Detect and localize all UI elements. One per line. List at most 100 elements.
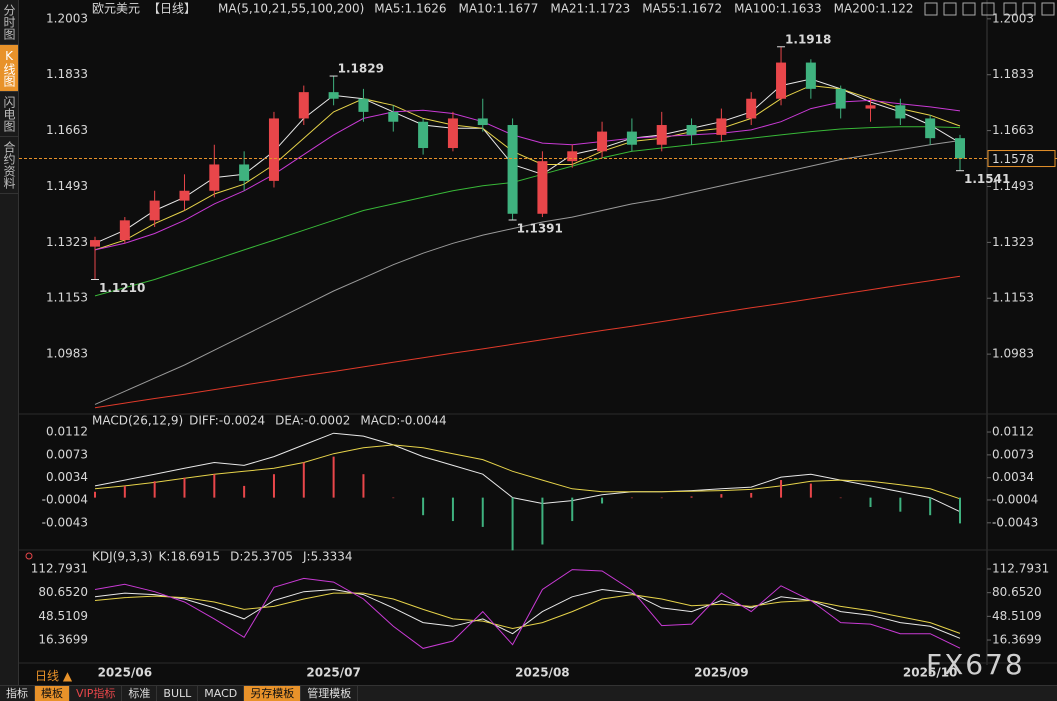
bottom-tab[interactable]: BULL <box>157 686 199 701</box>
icon[interactable] <box>1041 2 1055 16</box>
macd-bar <box>213 474 216 498</box>
y-tick-label: -0.0043 <box>42 515 88 529</box>
candle-body <box>656 125 667 145</box>
icon[interactable] <box>1022 2 1036 16</box>
macd-bar <box>123 485 126 498</box>
bottom-tab[interactable]: 模板 <box>35 686 70 701</box>
y-tick-label: 1.1323 <box>992 235 1034 249</box>
candle-body <box>298 92 309 119</box>
icon[interactable] <box>1003 2 1017 16</box>
indicator-line <box>94 275 961 409</box>
indicator-line <box>94 140 961 405</box>
macd-bar <box>750 492 753 498</box>
y-tick-label: 112.7931 <box>992 561 1049 575</box>
sidebar-tab[interactable]: K线图 <box>0 45 18 92</box>
macd-bar <box>392 497 395 499</box>
macd-bar <box>302 462 305 498</box>
legend-label: MACD(26,12,9) <box>92 414 183 428</box>
macd-bar <box>571 497 574 522</box>
legend-label: MA55:1.1672 <box>642 2 722 16</box>
macd-bar <box>332 456 335 498</box>
legend-label: K:18.6915 <box>159 550 221 564</box>
candle-body <box>895 105 906 119</box>
y-tick-label: 1.0983 <box>992 347 1034 361</box>
legend-label: MA21:1.1723 <box>550 2 630 16</box>
indicator-line <box>94 99 961 251</box>
candle-body <box>865 105 876 109</box>
legend-label: DEA:-0.0002 <box>275 414 350 428</box>
y-tick-label: 1.2003 <box>46 11 88 25</box>
macd-bar <box>959 497 961 524</box>
candle-body <box>477 118 488 126</box>
icon[interactable] <box>962 2 976 16</box>
sidebar-tab[interactable]: 闪电图 <box>0 92 18 137</box>
macd-bar <box>720 494 723 498</box>
annotation-label: 1.1918 <box>785 32 831 46</box>
last-price-label: 1.1578 <box>992 152 1034 166</box>
macd-bar <box>94 491 96 498</box>
sidebar-tab[interactable]: 合约资料 <box>0 137 18 194</box>
indicator-line <box>94 569 961 649</box>
candle-body <box>925 118 936 139</box>
kdj-icon[interactable] <box>25 552 33 560</box>
legend-label: DIFF:-0.0024 <box>189 414 265 428</box>
annotation-label: 1.1829 <box>338 62 384 76</box>
icon[interactable] <box>981 2 995 16</box>
bottom-bar: 指标 模板 VIP指标 标准 BULL MACD 另存模板 管理模板 <box>0 685 1057 701</box>
candle-body <box>537 161 548 214</box>
legend-label: MACD:-0.0044 <box>360 414 446 428</box>
y-tick-label: 1.1153 <box>992 291 1034 305</box>
sidebar-tab[interactable]: 分时图 <box>0 0 18 45</box>
bottom-tab[interactable]: 指标 <box>0 686 35 701</box>
legend-label: J:5.3334 <box>302 550 353 564</box>
annotation-label: 1.1391 <box>517 222 563 236</box>
macd-bar <box>929 497 932 516</box>
macd-bar <box>809 483 812 498</box>
y-tick-label: 0.0073 <box>992 447 1034 461</box>
bottom-tab[interactable]: 另存模板 <box>244 686 302 701</box>
y-tick-label: -0.0004 <box>42 492 88 506</box>
candle-body <box>835 88 846 109</box>
macd-bar <box>660 497 663 499</box>
candle-body <box>268 118 279 181</box>
y-tick-label: 48.5109 <box>992 609 1042 623</box>
y-tick-label: 1.2003 <box>992 11 1034 25</box>
x-tick-label: 2025/06 <box>98 666 152 680</box>
legend-label: 【日线】 <box>148 2 196 16</box>
macd-bar <box>541 497 544 545</box>
x-tick-label: 2025/09 <box>694 666 748 680</box>
x-tick-label: 2025/10 <box>903 666 957 680</box>
icon[interactable] <box>924 2 938 16</box>
last-price-box <box>987 150 1056 168</box>
candle-body <box>955 138 965 159</box>
candle-body <box>328 92 339 99</box>
bottom-tab[interactable]: 管理模板 <box>301 686 359 701</box>
x-tick-label: 2025/08 <box>515 666 569 680</box>
legend-label: MA10:1.1677 <box>459 2 539 16</box>
indicator-line <box>94 444 961 500</box>
y-tick-label: 1.1493 <box>992 179 1034 193</box>
icon[interactable] <box>943 2 957 16</box>
candle-body <box>90 240 100 247</box>
candle-body <box>447 118 458 149</box>
y-tick-label: 0.0034 <box>992 470 1034 484</box>
candle-body <box>179 190 190 201</box>
macd-bar <box>451 497 454 522</box>
bottom-tab[interactable]: VIP指标 <box>70 686 123 701</box>
legend-label: MA200:1.122 <box>834 2 914 16</box>
bottom-tab[interactable]: MACD <box>198 686 245 701</box>
legend-label: MA(5,10,21,55,100,200) <box>218 2 364 16</box>
legend-label: KDJ(9,3,3) <box>92 550 153 564</box>
y-tick-label: 1.1833 <box>46 67 88 81</box>
candle-body <box>805 62 816 89</box>
indicator-line <box>94 592 961 634</box>
y-tick-label: 1.1833 <box>992 67 1034 81</box>
y-tick-label: 112.7931 <box>31 561 88 575</box>
y-tick-label: 48.5109 <box>38 609 88 623</box>
period-selector[interactable]: 日线 ▲ <box>35 669 73 683</box>
bottom-tab[interactable]: 标准 <box>122 686 158 701</box>
macd-bar <box>243 485 246 498</box>
y-tick-label: 0.0112 <box>46 425 88 439</box>
macd-bar <box>690 496 693 498</box>
